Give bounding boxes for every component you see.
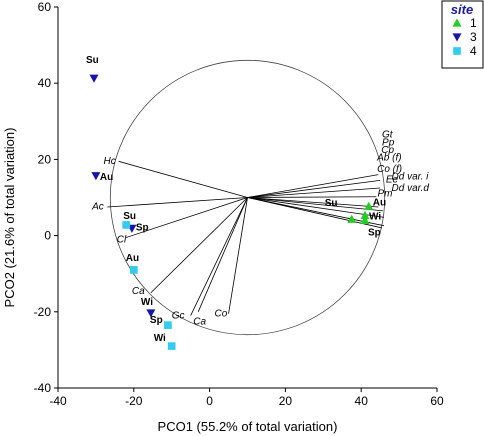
y-tick-label: 60 bbox=[38, 0, 52, 14]
vector-label: Ab (f) bbox=[376, 152, 401, 163]
x-tick-label: 40 bbox=[355, 394, 369, 408]
y-tick-label: -40 bbox=[34, 381, 52, 395]
vector-label: Dd var. i bbox=[392, 172, 430, 183]
data-point bbox=[164, 321, 172, 329]
vector-line bbox=[247, 179, 381, 198]
data-point-label: Su bbox=[123, 211, 136, 222]
vector-line bbox=[118, 160, 248, 198]
legend-marker bbox=[452, 18, 462, 27]
legend-entry-label: 4 bbox=[470, 44, 477, 58]
x-tick-label: -20 bbox=[125, 394, 143, 408]
y-tick-label: 0 bbox=[44, 229, 51, 243]
legend-marker bbox=[453, 47, 461, 55]
vector-label: Cl bbox=[117, 234, 127, 245]
vector-line bbox=[247, 197, 379, 208]
vector-line bbox=[247, 197, 383, 229]
vector-line bbox=[247, 197, 384, 218]
data-point bbox=[146, 309, 156, 318]
vector-label: Gc bbox=[172, 311, 185, 322]
y-tick-label: 20 bbox=[38, 152, 52, 166]
vector-label: Ac bbox=[91, 202, 104, 213]
data-point bbox=[91, 172, 101, 181]
data-point bbox=[360, 215, 370, 224]
data-point-label: Wi bbox=[141, 297, 153, 308]
data-point-label: Sp bbox=[368, 227, 381, 238]
vector-label: Co bbox=[215, 309, 228, 320]
data-point-label: Au bbox=[126, 253, 139, 264]
data-point-label: Au bbox=[100, 172, 113, 183]
x-tick-label: 60 bbox=[430, 394, 444, 408]
data-point bbox=[360, 210, 370, 220]
vector-label: Gt bbox=[382, 130, 394, 141]
legend-entry-label: 3 bbox=[470, 30, 477, 44]
vector-label: Ca bbox=[132, 286, 145, 297]
x-tick-label: 20 bbox=[279, 394, 293, 408]
vector-line bbox=[150, 197, 248, 294]
y-tick-label: -20 bbox=[34, 305, 52, 319]
data-point-label: Sp bbox=[136, 222, 149, 233]
legend-marker bbox=[452, 33, 462, 42]
data-point bbox=[129, 266, 138, 274]
vector-label: Pm bbox=[377, 189, 392, 200]
data-point bbox=[122, 221, 131, 229]
legend-box bbox=[441, 0, 484, 69]
vector-line bbox=[107, 197, 248, 208]
data-point-label: Wi bbox=[154, 333, 166, 344]
legend-entry-label: 1 bbox=[470, 16, 477, 30]
axes: -40 -20 0 20 40 60 -40 -20 0 20 40 60 bbox=[34, 0, 444, 408]
legend: site 134 bbox=[441, 0, 484, 69]
vector-label: Ee bbox=[386, 175, 399, 186]
data-point bbox=[89, 74, 99, 83]
vector-line bbox=[247, 187, 381, 198]
vector-label: Cp bbox=[381, 145, 394, 156]
vector-line bbox=[247, 196, 377, 198]
vector-label: Hc bbox=[103, 156, 115, 167]
data-point bbox=[167, 342, 176, 350]
vector-label: Pp bbox=[382, 137, 395, 148]
vector-line bbox=[228, 197, 248, 314]
vector-label: Ca bbox=[193, 316, 206, 327]
vector-label: Co (f) bbox=[377, 164, 402, 175]
x-tick-label: 0 bbox=[206, 394, 213, 408]
correlation-circle-layer bbox=[109, 59, 386, 336]
y-tick-label: 40 bbox=[38, 76, 52, 90]
vector-line bbox=[197, 197, 248, 312]
data-point-label: Au bbox=[373, 197, 386, 208]
correlation-circle bbox=[109, 59, 386, 336]
data-point bbox=[364, 201, 374, 210]
vector-line bbox=[247, 197, 385, 227]
vector-line bbox=[126, 197, 248, 238]
data-point-label: Sp bbox=[150, 315, 163, 326]
data-point-label: Su bbox=[86, 55, 99, 66]
x-tick-label: -40 bbox=[49, 394, 67, 408]
x-axis-label: PCO1 (55.2% of total variation) bbox=[158, 419, 338, 434]
y-axis-label: PCO2 (21.6% of total variation) bbox=[2, 128, 17, 308]
legend-entries: 134 bbox=[452, 16, 477, 58]
vector-line bbox=[190, 197, 248, 316]
data-point-label: Su bbox=[325, 198, 338, 209]
vector-line bbox=[247, 174, 379, 198]
data-point bbox=[347, 214, 357, 223]
vector-label: Dd var.d bbox=[392, 183, 430, 194]
legend-title: site bbox=[451, 2, 473, 17]
vector-line bbox=[247, 197, 383, 212]
data-point-label: Wi bbox=[369, 211, 381, 222]
